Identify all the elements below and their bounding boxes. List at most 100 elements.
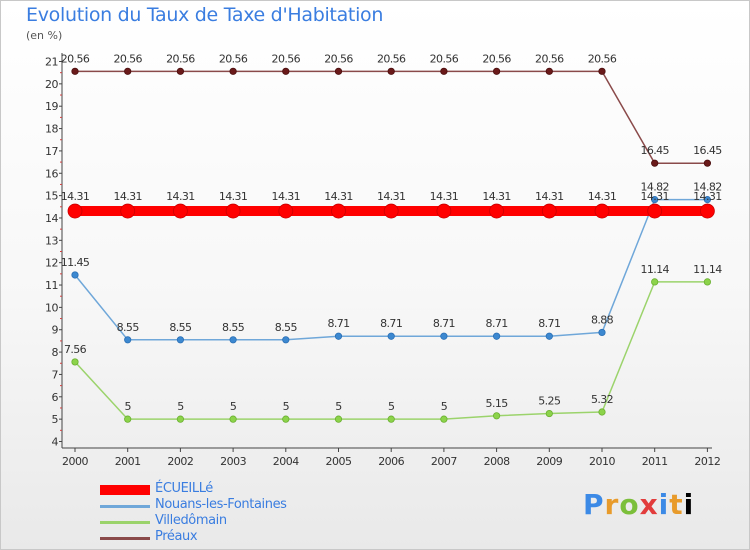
- data-point: [703, 196, 712, 204]
- data-point: [598, 67, 606, 75]
- data-label: 8.71: [433, 317, 455, 330]
- data-point: [541, 203, 557, 219]
- data-point: [383, 203, 399, 219]
- data-point: [703, 159, 712, 167]
- y-tick-label: 21: [45, 56, 58, 69]
- data-point: [651, 278, 659, 286]
- y-tick-label: 17: [45, 145, 58, 158]
- x-tick-label: 2000: [62, 455, 88, 468]
- data-point: [387, 67, 395, 75]
- data-label: 8.55: [117, 321, 140, 334]
- data-label: 5: [335, 400, 342, 413]
- chart-title: Evolution du Taux de Taxe d'Habitation: [26, 4, 384, 26]
- data-point: [440, 67, 448, 75]
- x-tick-label: 2012: [694, 455, 720, 468]
- data-label: 20.56: [430, 52, 459, 65]
- legend-swatch: [100, 537, 150, 540]
- data-label: 14.31: [272, 190, 301, 203]
- data-label: 14.31: [166, 190, 195, 203]
- data-point: [124, 415, 132, 423]
- data-label: 5.32: [591, 393, 613, 406]
- data-point: [71, 67, 79, 75]
- data-point: [278, 203, 294, 219]
- series-1: [71, 196, 712, 344]
- x-tick-label: 2001: [115, 455, 141, 468]
- data-label: 11.14: [640, 263, 669, 276]
- data-point: [647, 203, 663, 219]
- series-line: [75, 70, 708, 164]
- y-tick-label: 13: [45, 234, 58, 247]
- data-point: [124, 67, 132, 75]
- data-label: 11.14: [693, 263, 722, 276]
- data-point: [545, 332, 553, 340]
- data-label: 7.56: [64, 343, 87, 356]
- series-2: [71, 278, 712, 423]
- data-point: [282, 415, 290, 423]
- series-3: [71, 67, 712, 167]
- data-label: 14.82: [693, 181, 722, 194]
- data-label: 5.25: [538, 395, 561, 408]
- data-point: [176, 415, 184, 423]
- data-point: [387, 332, 395, 340]
- data-label: 5: [441, 400, 448, 413]
- x-tick-label: 2005: [326, 455, 352, 468]
- y-tick-label: 6: [52, 391, 59, 404]
- y-tick-label: 15: [45, 190, 58, 203]
- data-label: 8.71: [327, 317, 349, 330]
- legend-swatch: [100, 485, 150, 495]
- data-label: 8.71: [538, 317, 560, 330]
- legend-label: ÉCUEILLé: [155, 481, 213, 496]
- data-label: 5: [177, 400, 184, 413]
- legend-swatch: [100, 521, 150, 524]
- data-point: [176, 67, 184, 75]
- data-label: 5.15: [486, 397, 509, 410]
- data-point: [598, 408, 606, 416]
- x-tick-label: 2006: [378, 455, 404, 468]
- data-point: [282, 67, 290, 75]
- y-tick-label: 16: [45, 167, 58, 180]
- y-tick-label: 20: [45, 78, 58, 91]
- series-0: [67, 203, 715, 219]
- data-label: 8.71: [486, 317, 508, 330]
- data-label: 20.56: [166, 52, 195, 65]
- data-label: 5: [230, 400, 237, 413]
- data-point: [387, 415, 395, 423]
- data-label: 14.31: [430, 190, 459, 203]
- legend-swatch: [100, 505, 150, 508]
- data-point: [598, 328, 606, 337]
- legend-label: Nouans-les-Fontaines: [155, 497, 287, 512]
- y-tick-label: 4: [52, 436, 59, 449]
- data-label: 8.55: [275, 321, 298, 334]
- data-label: 20.56: [324, 52, 353, 65]
- data-point: [492, 67, 501, 75]
- data-point: [120, 203, 136, 219]
- data-point: [594, 203, 610, 219]
- data-point: [229, 415, 237, 423]
- data-point: [651, 159, 659, 167]
- data-label: 20.56: [61, 52, 90, 65]
- legend-label: Préaux: [155, 529, 198, 544]
- y-tick-label: 11: [45, 279, 58, 292]
- data-label: 14.31: [377, 190, 406, 203]
- y-tick-label: 12: [45, 257, 58, 270]
- x-tick-label: 2011: [642, 455, 668, 468]
- data-point: [492, 332, 501, 340]
- data-point: [124, 336, 132, 344]
- data-label: 20.56: [113, 52, 142, 65]
- x-tick-label: 2007: [431, 455, 457, 468]
- data-point: [71, 271, 79, 279]
- data-label: 14.31: [640, 190, 669, 203]
- data-label: 20.56: [377, 52, 406, 65]
- data-label: 14.31: [61, 190, 90, 203]
- data-label: 14.82: [640, 181, 669, 194]
- data-label: 14.31: [219, 190, 248, 203]
- data-label: 5: [124, 400, 131, 413]
- y-tick-label: 7: [52, 368, 59, 381]
- x-tick-label: 2010: [589, 455, 615, 468]
- data-point: [229, 67, 237, 75]
- data-point: [176, 336, 184, 344]
- legend-item-preaux: Préaux: [100, 529, 340, 547]
- data-label: 14.31: [482, 190, 511, 203]
- data-point: [71, 358, 79, 366]
